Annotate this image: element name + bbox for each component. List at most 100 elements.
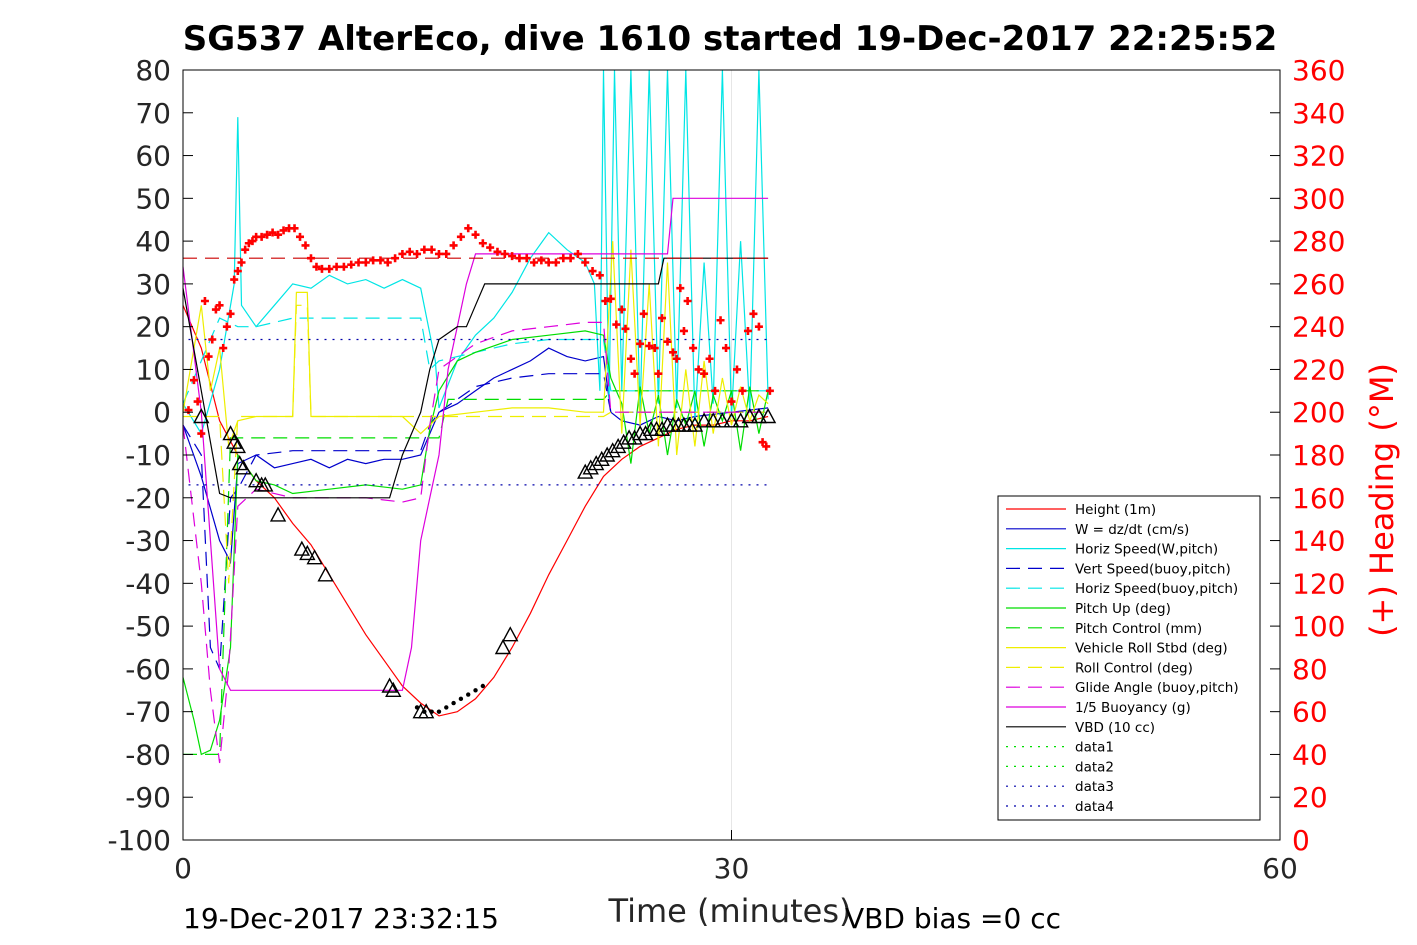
heading-point — [268, 228, 277, 237]
series-line-horiz-speed-w-pitch — [182, 69, 769, 436]
heading-point — [200, 297, 209, 305]
legend-label: 1/5 Buoyancy (g) — [1075, 700, 1191, 716]
y2-tick-label: 220 — [1292, 353, 1345, 386]
heading-point — [290, 224, 299, 233]
legend-box — [997, 495, 1261, 821]
legend-label: data1 — [1075, 740, 1114, 756]
y-tick-label: -70 — [125, 696, 171, 729]
series-layer — [182, 69, 769, 764]
heading-point — [522, 254, 531, 263]
heading-point — [601, 297, 610, 305]
series-line-horiz-speed-buoy-pitch — [182, 317, 769, 404]
depth-marker — [582, 459, 599, 475]
heading-point — [716, 316, 725, 325]
heading-point — [694, 365, 703, 374]
heading-point — [493, 247, 502, 256]
heading-point — [241, 245, 250, 254]
y-tick-label: -100 — [107, 824, 171, 857]
depth-marker — [306, 549, 323, 565]
heading-point — [626, 354, 635, 363]
series-line-1-5-buoyancy-g — [182, 197, 769, 691]
heading-point — [749, 309, 758, 318]
y2-tick-label: 260 — [1292, 268, 1345, 301]
heading-point — [500, 249, 509, 258]
heading-point — [732, 365, 741, 374]
depth-marker — [593, 450, 610, 466]
chart-title: SG537 AlterEco, dive 1610 started 19-Dec… — [183, 19, 1278, 59]
y-tick-label: -80 — [125, 738, 171, 771]
y-tick-label: 0 — [153, 396, 171, 429]
depth-marker — [231, 455, 248, 471]
legend-label: Height (1m) — [1075, 502, 1156, 518]
heading-point — [676, 284, 685, 293]
y-tick-label: -10 — [125, 439, 171, 472]
heading-point — [248, 237, 257, 246]
y-tick-label: 20 — [135, 311, 171, 344]
heading-point — [325, 264, 334, 273]
series-line-w-dz-dt-cm-s — [182, 347, 769, 565]
depth-marker — [653, 420, 671, 437]
legend-label: Glide Angle (buoy,pitch) — [1075, 680, 1239, 696]
heading-point — [464, 224, 473, 233]
y-tick-label: 10 — [135, 353, 171, 386]
heading-point — [427, 245, 436, 254]
heading-point — [758, 438, 767, 447]
heading-point — [639, 309, 648, 318]
y2-tick-label: 80 — [1292, 653, 1328, 686]
heading-point — [274, 230, 283, 239]
depth-marker — [604, 442, 621, 458]
depth-dot — [458, 696, 464, 702]
heading-point — [672, 354, 681, 363]
heading-point — [398, 249, 407, 258]
y2-tick-label: 0 — [1292, 824, 1310, 857]
series-line-roll-control-deg — [183, 304, 769, 584]
heading-point — [544, 258, 553, 267]
depth-marker — [615, 433, 632, 449]
depth-marker — [750, 408, 768, 424]
depth-marker — [626, 429, 643, 445]
depth-marker — [637, 425, 654, 441]
heading-point — [630, 369, 639, 378]
series-line-glide-angle-buoy-pitch — [182, 321, 769, 764]
y2-tick-label: 300 — [1292, 182, 1345, 215]
y2-tick-label: 140 — [1292, 525, 1345, 558]
footer-timestamp: 19-Dec-2017 23:32:15 — [183, 902, 499, 935]
x-tick-label: 30 — [714, 852, 750, 885]
y2-tick-label: 280 — [1292, 225, 1345, 258]
depth-marker — [226, 433, 243, 449]
heading-point — [301, 241, 310, 250]
y-tick-label: 40 — [135, 225, 171, 258]
heading-point — [754, 322, 763, 331]
y2-tick-label: 360 — [1292, 54, 1345, 87]
y2-tick-label: 20 — [1292, 781, 1328, 814]
heading-point — [486, 243, 495, 252]
heading-point — [683, 297, 692, 305]
legend-label: data4 — [1075, 799, 1114, 815]
legend-label: Vert Speed(buoy,pitch) — [1075, 561, 1231, 577]
heading-point — [612, 320, 621, 329]
y-tick-label: -40 — [125, 567, 171, 600]
heading-point — [193, 397, 202, 406]
heading-point — [369, 256, 378, 265]
heading-point — [456, 232, 465, 241]
heading-point — [722, 344, 731, 353]
legend-label: data2 — [1075, 759, 1114, 775]
depth-marker — [609, 437, 627, 454]
depth-marker — [577, 463, 594, 479]
y2-tick-label: 320 — [1292, 140, 1345, 173]
heading-point — [663, 337, 672, 346]
depth-marker — [741, 408, 758, 424]
y2-tick-label: 200 — [1292, 396, 1345, 429]
heading-point — [279, 226, 288, 235]
heading-point — [595, 271, 604, 280]
heading-point — [413, 249, 422, 258]
depth-marker — [588, 455, 605, 471]
depth-marker — [269, 506, 287, 522]
heading-point — [434, 249, 443, 258]
heading-point — [654, 369, 663, 378]
depth-marker — [235, 459, 252, 475]
heading-point — [762, 442, 771, 451]
heading-point — [449, 241, 458, 250]
heading-point — [705, 354, 714, 363]
heading-point — [650, 344, 659, 353]
